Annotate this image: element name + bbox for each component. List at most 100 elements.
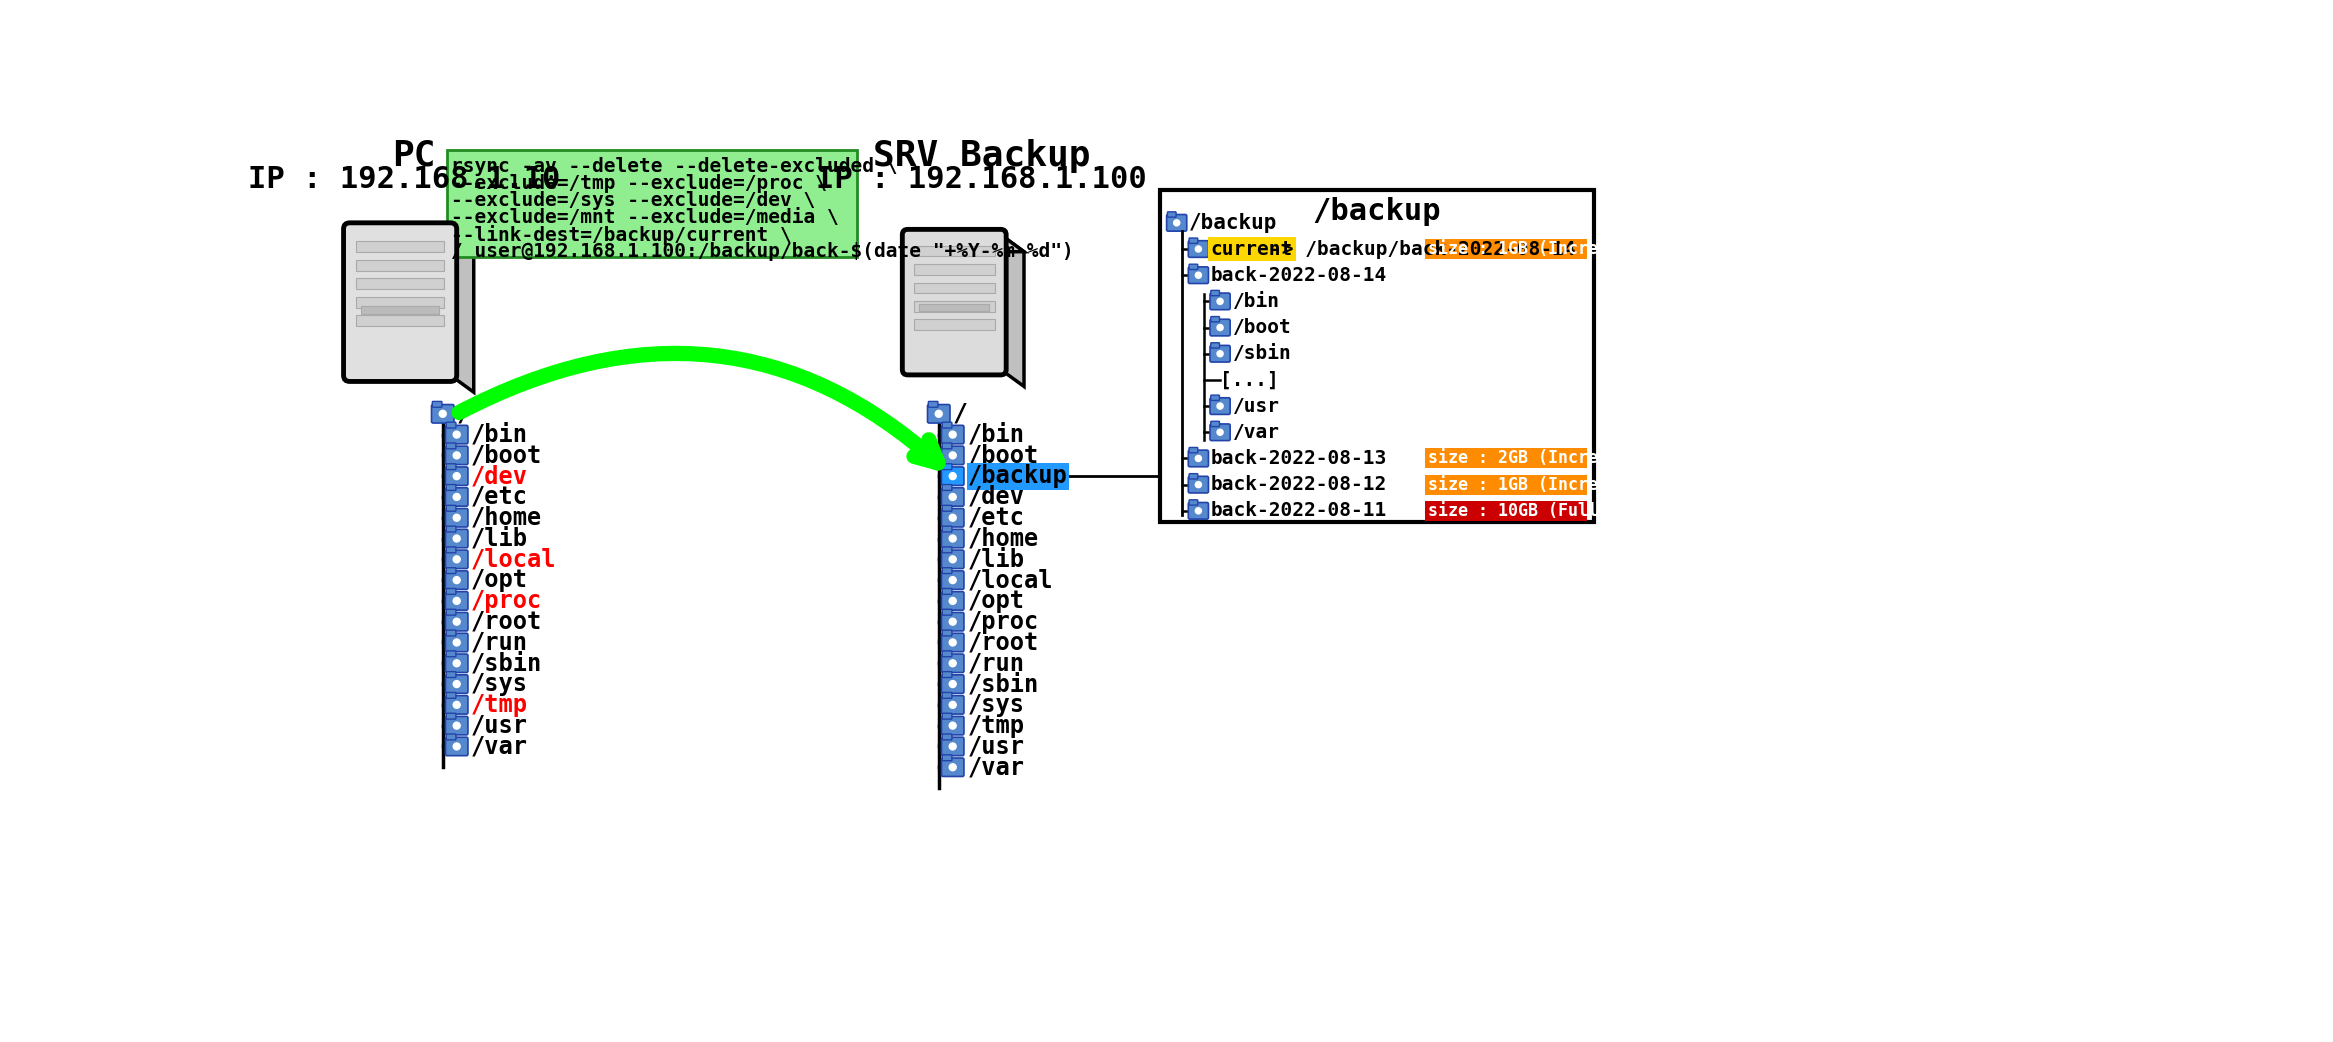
Text: /root: /root (471, 610, 541, 634)
Circle shape (950, 515, 957, 521)
Text: /var: /var (968, 755, 1024, 779)
Text: /run: /run (471, 630, 527, 654)
Circle shape (1194, 481, 1201, 488)
Text: /home: /home (968, 526, 1041, 550)
Text: /boot: /boot (1232, 318, 1290, 337)
Circle shape (453, 722, 460, 729)
Circle shape (950, 473, 957, 479)
FancyBboxPatch shape (1211, 319, 1229, 336)
Circle shape (453, 576, 460, 584)
Bar (915, 282, 994, 293)
Text: [...]: [...] (1220, 370, 1278, 390)
FancyBboxPatch shape (943, 630, 952, 636)
FancyBboxPatch shape (1211, 398, 1229, 415)
FancyBboxPatch shape (446, 150, 856, 257)
Circle shape (950, 701, 957, 709)
Text: /lib: /lib (471, 526, 527, 550)
Circle shape (453, 701, 460, 709)
FancyBboxPatch shape (446, 693, 455, 698)
Text: /backup: /backup (968, 464, 1069, 488)
FancyBboxPatch shape (943, 488, 964, 506)
FancyBboxPatch shape (446, 613, 469, 630)
Circle shape (950, 535, 957, 542)
FancyBboxPatch shape (943, 550, 964, 569)
Text: /lib: /lib (968, 547, 1024, 571)
Text: /bin: /bin (968, 423, 1024, 447)
FancyBboxPatch shape (943, 675, 964, 693)
FancyBboxPatch shape (1425, 448, 1586, 469)
Text: --link-dest=/backup/current \: --link-dest=/backup/current \ (450, 225, 791, 245)
FancyBboxPatch shape (1211, 395, 1220, 400)
Text: /tmp: /tmp (968, 714, 1024, 738)
Text: /sbin: /sbin (968, 672, 1041, 696)
FancyBboxPatch shape (446, 737, 469, 755)
FancyBboxPatch shape (943, 651, 952, 656)
Text: size : 1GB (Incremental): size : 1GB (Incremental) (1428, 240, 1668, 258)
Text: /proc: /proc (968, 610, 1041, 634)
FancyBboxPatch shape (1190, 500, 1197, 505)
FancyBboxPatch shape (446, 485, 455, 491)
FancyBboxPatch shape (446, 488, 469, 506)
FancyBboxPatch shape (446, 568, 455, 573)
Bar (915, 320, 994, 330)
FancyBboxPatch shape (943, 467, 964, 486)
Circle shape (1194, 455, 1201, 462)
Circle shape (1218, 351, 1222, 356)
Polygon shape (450, 229, 474, 392)
Text: /sys: /sys (968, 693, 1024, 717)
FancyBboxPatch shape (446, 446, 469, 465)
Text: /sbin: /sbin (1232, 344, 1290, 364)
Text: /opt: /opt (968, 589, 1024, 613)
Text: size : 1GB (Incremental): size : 1GB (Incremental) (1428, 475, 1668, 494)
FancyBboxPatch shape (1211, 424, 1229, 441)
FancyBboxPatch shape (1166, 215, 1187, 231)
Text: /: / (952, 402, 968, 426)
FancyBboxPatch shape (943, 758, 964, 776)
Circle shape (950, 722, 957, 729)
FancyBboxPatch shape (943, 446, 964, 465)
Circle shape (453, 555, 460, 563)
FancyBboxPatch shape (943, 508, 964, 527)
Polygon shape (908, 234, 1024, 252)
FancyBboxPatch shape (446, 610, 455, 615)
FancyBboxPatch shape (943, 568, 952, 573)
Circle shape (439, 411, 446, 417)
Bar (357, 242, 443, 252)
FancyBboxPatch shape (446, 592, 469, 611)
FancyBboxPatch shape (943, 754, 952, 761)
FancyBboxPatch shape (943, 737, 964, 755)
Text: rsync -av --delete --delete-excluded \: rsync -av --delete --delete-excluded \ (450, 157, 898, 176)
FancyBboxPatch shape (943, 589, 952, 594)
Text: /root: /root (968, 630, 1041, 654)
FancyBboxPatch shape (1190, 474, 1197, 479)
Circle shape (453, 494, 460, 500)
Text: /backup: /backup (1190, 213, 1278, 232)
Text: /bin: /bin (1232, 292, 1278, 311)
Circle shape (453, 515, 460, 521)
Circle shape (950, 680, 957, 688)
Text: back-2022-08-12: back-2022-08-12 (1211, 475, 1388, 494)
FancyBboxPatch shape (1211, 293, 1229, 309)
Bar (357, 259, 443, 271)
FancyBboxPatch shape (446, 464, 455, 470)
FancyBboxPatch shape (943, 613, 964, 630)
FancyBboxPatch shape (446, 550, 469, 569)
FancyBboxPatch shape (446, 634, 469, 651)
Circle shape (1218, 429, 1222, 436)
Circle shape (950, 452, 957, 458)
Circle shape (950, 764, 957, 771)
FancyBboxPatch shape (446, 425, 469, 444)
Circle shape (950, 576, 957, 584)
FancyBboxPatch shape (943, 571, 964, 590)
FancyBboxPatch shape (446, 672, 455, 677)
Text: PC: PC (392, 139, 436, 173)
Text: /boot: /boot (471, 443, 541, 468)
FancyBboxPatch shape (446, 675, 469, 693)
FancyBboxPatch shape (943, 529, 964, 548)
Circle shape (1173, 220, 1180, 226)
Text: back-2022-08-14: back-2022-08-14 (1211, 266, 1388, 284)
FancyBboxPatch shape (446, 713, 455, 719)
Text: IP : 192.168.1.100: IP : 192.168.1.100 (817, 165, 1148, 194)
Text: / user@192.168.1.100:/backup/back-$(date "+%Y-%m-%d"): / user@192.168.1.100:/backup/back-$(date… (450, 242, 1073, 262)
Circle shape (453, 743, 460, 750)
